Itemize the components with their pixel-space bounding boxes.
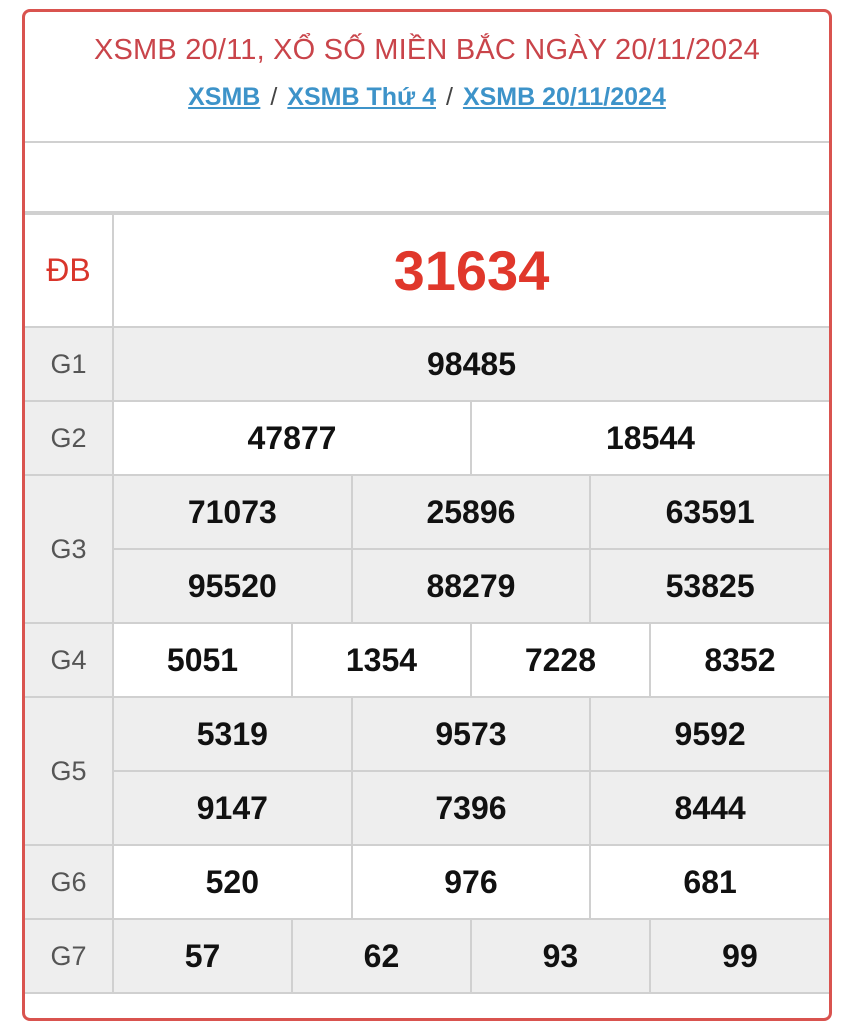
prize-number: 57 <box>112 918 293 994</box>
prize-label: G7 <box>25 918 114 994</box>
prize-label: G3 <box>25 474 114 624</box>
results-table: ĐB 31634 G1 98485 G2 47877 18544 G3 7107… <box>25 213 829 994</box>
prize-number: 520 <box>112 844 353 920</box>
prize-number: 976 <box>350 844 592 920</box>
prize-number: 1354 <box>290 622 472 698</box>
page-title: XSMB 20/11, XỔ SỐ MIỀN BẮC NGÀY 20/11/20… <box>93 34 761 66</box>
results-card: XSMB 20/11, XỔ SỐ MIỀN BẮC NGÀY 20/11/20… <box>22 9 832 1021</box>
breadcrumb-separator: / <box>445 83 453 111</box>
results-header: XSMB 20/11, XỔ SỐ MIỀN BẮC NGÀY 20/11/20… <box>25 12 829 143</box>
prize-number: 5051 <box>112 622 293 698</box>
prize-number: 99 <box>648 918 829 994</box>
prize-number: 681 <box>589 844 829 920</box>
prize-row-g4: G4 5051 1354 7228 8352 <box>25 622 829 698</box>
breadcrumb-separator: / <box>270 83 278 111</box>
breadcrumb-xsmb-date[interactable]: XSMB 20/11/2024 <box>462 83 666 111</box>
special-prize-number: 31634 <box>112 213 829 328</box>
prize-row-g2: G2 47877 18544 <box>25 400 829 476</box>
prize-number: 25896 <box>350 474 592 550</box>
prize-label: G6 <box>25 844 114 920</box>
prize-number: 7396 <box>350 770 592 846</box>
prize-label: G5 <box>25 696 114 846</box>
prize-label: G2 <box>25 400 114 476</box>
blank-row <box>25 143 829 213</box>
prize-row-db: ĐB 31634 <box>25 213 829 328</box>
prize-number: 63591 <box>589 474 829 550</box>
prize-row-g6: G6 520 976 681 <box>25 844 829 920</box>
prize-row-g5b: 9147 7396 8444 <box>25 770 829 846</box>
prize-number: 9147 <box>113 770 353 846</box>
prize-number: 9592 <box>589 696 829 772</box>
prize-label: ĐB <box>25 213 114 328</box>
prize-number: 5319 <box>112 696 353 772</box>
prize-number: 93 <box>469 918 651 994</box>
prize-number: 7228 <box>469 622 651 698</box>
prize-label: G4 <box>25 622 114 698</box>
breadcrumb-xsmb-thu-4[interactable]: XSMB Thứ 4 <box>287 83 436 111</box>
prize-number: 8352 <box>648 622 829 698</box>
prize-number: 88279 <box>350 548 592 624</box>
prize-number: 18544 <box>469 400 829 476</box>
prize-row-g1: G1 98485 <box>25 326 829 402</box>
prize-number: 9573 <box>350 696 592 772</box>
prize-row-g3b: 95520 88279 53825 <box>25 548 829 624</box>
prize-number: 8444 <box>589 770 829 846</box>
breadcrumb-xsmb[interactable]: XSMB <box>188 83 261 111</box>
prize-number: 71073 <box>112 474 353 550</box>
prize-label: G1 <box>25 326 114 402</box>
prize-row-g3: G3 71073 25896 63591 <box>25 474 829 624</box>
prize-number: 98485 <box>112 326 829 402</box>
prize-number: 53825 <box>589 548 829 624</box>
prize-number: 62 <box>290 918 472 994</box>
breadcrumb: XSMB / XSMB Thứ 4 / XSMB 20/11/2024 <box>25 83 829 112</box>
prize-row-g5: G5 5319 9573 9592 <box>25 696 829 846</box>
prize-number: 95520 <box>113 548 353 624</box>
prize-number: 47877 <box>112 400 472 476</box>
prize-row-g7: G7 57 62 93 99 <box>25 918 829 994</box>
